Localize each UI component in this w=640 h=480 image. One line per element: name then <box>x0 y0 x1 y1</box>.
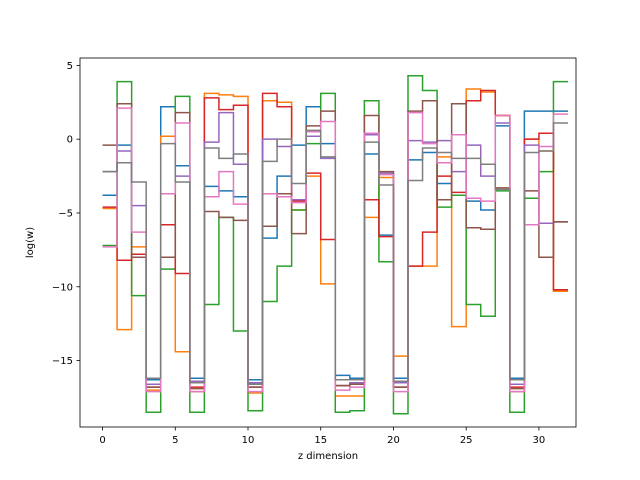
series-line-2 <box>102 88 568 397</box>
x-tick-label: 25 <box>460 435 473 446</box>
y-tick-label: −10 <box>52 282 73 293</box>
x-axis-label: z dimension <box>298 451 358 462</box>
x-tick-label: 15 <box>314 435 327 446</box>
axes-frame <box>79 57 577 428</box>
x-tick-label: 20 <box>387 435 400 446</box>
x-tick-label: 10 <box>242 435 255 446</box>
series-line-8 <box>102 122 568 385</box>
y-axis-label: log(w) <box>25 227 36 258</box>
x-tick-label: 5 <box>172 435 178 446</box>
y-tick-label: −15 <box>52 356 73 367</box>
x-tick-label: 0 <box>99 435 105 446</box>
y-tick-label: 5 <box>67 61 73 72</box>
series-layer <box>102 74 568 415</box>
ticks-layer: 0 5 10 15 20 25 30 5 0 −5 −10 −15 <box>52 61 545 446</box>
x-tick-label: 30 <box>533 435 546 446</box>
series-line-1 <box>102 105 568 381</box>
y-tick-label: −5 <box>58 208 73 219</box>
y-tick-label: 0 <box>67 135 73 146</box>
